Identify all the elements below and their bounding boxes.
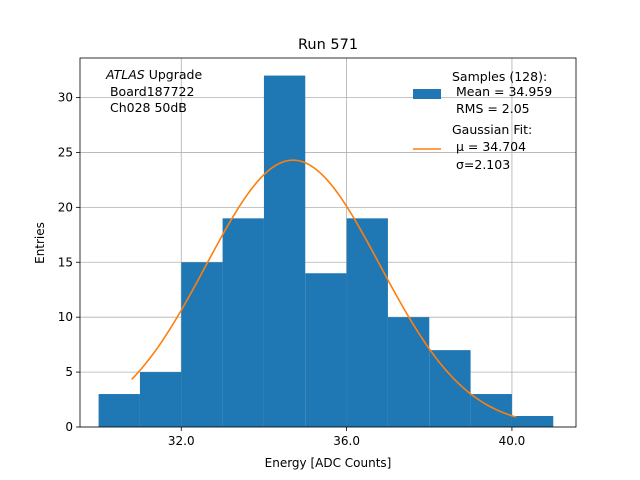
histogram-bar-1 xyxy=(139,372,182,427)
y-tick-label-4: 20 xyxy=(58,200,73,214)
legend-fit-sigma: σ=2.103 xyxy=(452,157,510,172)
x-axis-ticks: 32.0 36.0 40.0 xyxy=(168,427,525,448)
y-axis-label: Entries xyxy=(33,222,47,264)
histogram-bar-0 xyxy=(98,394,140,427)
legend-samples-mean: Mean = 34.959 xyxy=(452,84,552,99)
x-axis-label: Energy [ADC Counts] xyxy=(265,456,392,470)
annotation-line-2: Board187722 xyxy=(106,84,194,99)
chart-title: Run 571 xyxy=(298,37,358,53)
legend-samples-title: Samples (128): xyxy=(452,69,547,84)
legend-fit-mu: μ = 34.704 xyxy=(452,139,526,154)
legend-fit-title: Gaussian Fit: xyxy=(452,122,532,137)
legend-samples-rms: RMS = 2.05 xyxy=(452,101,530,116)
y-tick-label-0: 0 xyxy=(65,420,73,434)
histogram-bar-5 xyxy=(305,273,347,427)
y-axis-ticks: 0 5 10 15 20 25 30 xyxy=(58,91,80,434)
y-tick-label-3: 15 xyxy=(58,255,73,269)
x-tick-label-2: 40.0 xyxy=(499,434,526,448)
y-tick-label-1: 5 xyxy=(65,365,73,379)
histogram-bar-3 xyxy=(222,218,264,427)
annotation-upgrade: Upgrade xyxy=(145,67,203,82)
gaussian-fit-curve xyxy=(131,159,517,418)
histogram-bar-7 xyxy=(387,317,430,427)
histogram-bars xyxy=(98,75,554,428)
x-tick-label-1: 36.0 xyxy=(333,434,360,448)
annotation-atlas-italic: ATLAS xyxy=(105,67,145,82)
x-tick-label-0: 32.0 xyxy=(168,434,195,448)
legend: Samples (128): Mean = 34.959 RMS = 2.05 … xyxy=(413,69,552,172)
histogram-bar-10 xyxy=(511,416,554,427)
legend-samples-patch xyxy=(413,89,441,99)
y-tick-label-6: 30 xyxy=(58,91,73,105)
annotation-line-3: Ch028 50dB xyxy=(106,100,187,115)
y-tick-label-5: 25 xyxy=(58,145,73,159)
annotation-block: ATLAS Upgrade Board187722 Ch028 50dB xyxy=(105,67,202,115)
histogram-bar-2 xyxy=(181,262,223,427)
y-tick-label-2: 10 xyxy=(58,310,73,324)
histogram-bar-4 xyxy=(263,75,306,428)
plot-frame xyxy=(79,57,577,428)
annotation-line-1: ATLAS Upgrade xyxy=(105,67,202,82)
histogram-bar-6 xyxy=(346,218,388,427)
